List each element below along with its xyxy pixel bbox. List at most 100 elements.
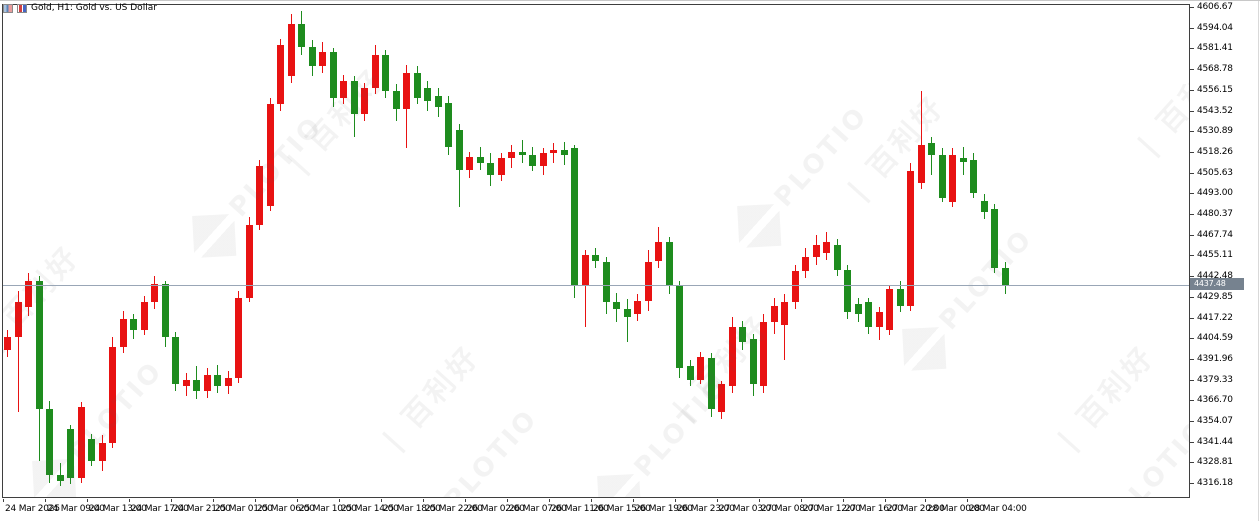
candle-bearish xyxy=(487,163,494,175)
candle-bullish xyxy=(728,327,736,387)
time-axis-label: 26 Mar 07:00 xyxy=(509,504,567,514)
time-axis[interactable]: 24 Mar 2025 24 Mar 09:00 24 Mar 13:00 24 Ma… xyxy=(0,498,1260,521)
price-axis-tick xyxy=(1190,276,1194,278)
bailihao-watermark: | 百利好 xyxy=(2,238,87,357)
candle-bearish xyxy=(529,154,536,167)
price-axis-tick xyxy=(1190,379,1194,381)
time-axis-tick xyxy=(717,499,718,502)
candle-bearish xyxy=(571,148,578,287)
price-axis[interactable]: 4606.67 4594.04 4581.41 4568.78 4556.15 4543.… xyxy=(1190,1,1260,498)
time-axis-tick xyxy=(507,499,508,502)
time-axis-label: 27 Mar 16:00 xyxy=(845,504,903,514)
candle-bullish xyxy=(266,104,274,206)
candle-wick xyxy=(784,294,785,360)
candle-bullish xyxy=(770,305,778,323)
candle-bullish xyxy=(140,302,148,331)
current-price-badge: 4437.48 xyxy=(1190,278,1244,291)
candle-bullish xyxy=(917,145,925,183)
time-axis-tick xyxy=(381,499,382,502)
candle-bearish xyxy=(686,366,694,380)
candle-bearish xyxy=(844,269,851,313)
price-axis-label: 4316.18 xyxy=(1197,478,1233,489)
candle-bearish xyxy=(560,150,568,155)
candle-bullish xyxy=(497,158,505,175)
price-axis-tick xyxy=(1190,69,1194,71)
price-axis-tick xyxy=(1190,358,1194,360)
price-axis-tick xyxy=(1190,7,1194,8)
price-axis-label: 4391.96 xyxy=(1197,353,1233,364)
candle-bearish xyxy=(1001,268,1009,286)
candle-bearish xyxy=(161,284,169,337)
price-axis-tick xyxy=(1190,27,1194,29)
candle-bearish xyxy=(329,51,337,98)
bar-mode-icon[interactable] xyxy=(3,3,13,13)
candle-bullish xyxy=(508,151,515,159)
price-axis-label: 4379.33 xyxy=(1197,374,1233,385)
candle-bullish xyxy=(949,154,956,203)
candle-bullish xyxy=(256,166,263,226)
price-axis-label: 4404.59 xyxy=(1197,333,1233,344)
candle-bullish xyxy=(718,384,725,413)
candle-bullish xyxy=(98,443,106,462)
candle-bearish xyxy=(172,336,179,385)
candle-bearish xyxy=(970,159,977,193)
candle-wick xyxy=(626,299,628,342)
watermark-diamond-logo xyxy=(597,473,642,497)
candle-bullish xyxy=(182,379,190,387)
price-axis-label: 4505.63 xyxy=(1197,167,1233,178)
candle-bullish xyxy=(802,256,809,272)
candle-wick xyxy=(17,291,19,413)
candle-bullish xyxy=(812,245,820,257)
price-axis-tick xyxy=(1190,48,1194,50)
candlestick-mode-icon[interactable] xyxy=(17,3,27,13)
price-axis-tick xyxy=(1190,441,1194,443)
price-axis-tick xyxy=(1190,421,1194,422)
candle-bullish xyxy=(655,241,662,262)
candle-wick xyxy=(553,143,554,164)
time-axis-label: 25 Mar 01:00 xyxy=(215,504,273,514)
price-axis-label: 4568.78 xyxy=(1197,64,1233,75)
current-price-line xyxy=(3,285,1189,287)
candle-bearish xyxy=(455,130,463,170)
candle-bearish xyxy=(749,338,757,385)
candle-bearish xyxy=(959,158,967,162)
candle-bearish xyxy=(308,46,316,67)
candle-bullish xyxy=(403,73,410,110)
candle-bullish xyxy=(340,81,347,98)
candle-bearish xyxy=(445,102,452,147)
candle-wick xyxy=(584,250,586,328)
chart-title: Gold, H1: Gold vs. US Dollar xyxy=(31,3,157,13)
candle-bearish xyxy=(623,309,631,318)
candle-bearish xyxy=(56,474,64,482)
candle-bullish xyxy=(151,284,158,303)
candle-bearish xyxy=(938,154,946,198)
price-axis-label: 4581.41 xyxy=(1197,43,1233,54)
time-axis-label: 27 Mar 08:00 xyxy=(761,504,819,514)
candle-bullish xyxy=(77,407,85,478)
time-axis-tick xyxy=(423,499,424,502)
time-axis-tick xyxy=(255,499,256,502)
price-axis-label: 4429.85 xyxy=(1197,291,1233,302)
time-axis-tick xyxy=(87,499,88,502)
plotio-watermark: PLOTIO xyxy=(400,399,549,497)
watermark-plotio-text: PLOTIO xyxy=(1108,413,1190,498)
price-axis-tick xyxy=(1190,234,1194,236)
watermark-diamond-logo xyxy=(192,213,237,258)
time-axis-tick xyxy=(465,499,466,502)
time-axis-tick xyxy=(45,499,46,502)
time-axis-label: 28 Mar 04:00 xyxy=(969,504,1027,514)
time-axis-tick xyxy=(885,499,886,502)
candle-bullish xyxy=(203,374,211,391)
price-axis-tick xyxy=(1190,483,1194,485)
price-axis-tick xyxy=(1190,338,1194,340)
candle-bearish xyxy=(392,91,400,110)
candle-bullish xyxy=(224,377,232,387)
time-axis-label: 26 Mar 15:00 xyxy=(593,504,651,514)
candle-bullish xyxy=(760,322,767,387)
watermark-plotio-text: PLOTIO xyxy=(768,100,875,213)
candle-bullish xyxy=(287,23,295,77)
candle-bearish xyxy=(518,151,526,155)
candle-bullish xyxy=(823,241,830,254)
